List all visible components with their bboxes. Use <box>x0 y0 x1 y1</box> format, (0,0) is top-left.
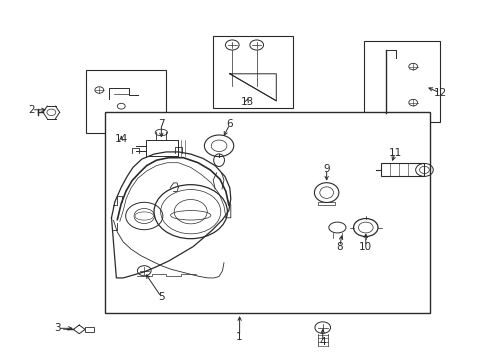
Bar <box>212 36 293 108</box>
Text: 8: 8 <box>336 242 343 252</box>
Text: 3: 3 <box>54 323 61 333</box>
Bar <box>85 70 166 133</box>
Text: 12: 12 <box>432 88 446 98</box>
Bar <box>364 41 439 122</box>
Text: 9: 9 <box>323 164 329 174</box>
Text: 6: 6 <box>226 119 233 129</box>
Bar <box>85 327 94 332</box>
Text: 4: 4 <box>319 337 325 347</box>
Text: 7: 7 <box>158 119 164 129</box>
Bar <box>381 163 424 176</box>
Text: 13: 13 <box>240 96 253 107</box>
Text: 11: 11 <box>387 148 401 158</box>
Bar <box>317 202 335 205</box>
Text: 1: 1 <box>236 332 243 342</box>
Bar <box>105 112 429 313</box>
Text: 10: 10 <box>359 242 371 252</box>
Bar <box>145 140 177 156</box>
Text: 5: 5 <box>158 292 164 302</box>
Text: 2: 2 <box>28 105 35 115</box>
Text: 14: 14 <box>114 134 128 144</box>
